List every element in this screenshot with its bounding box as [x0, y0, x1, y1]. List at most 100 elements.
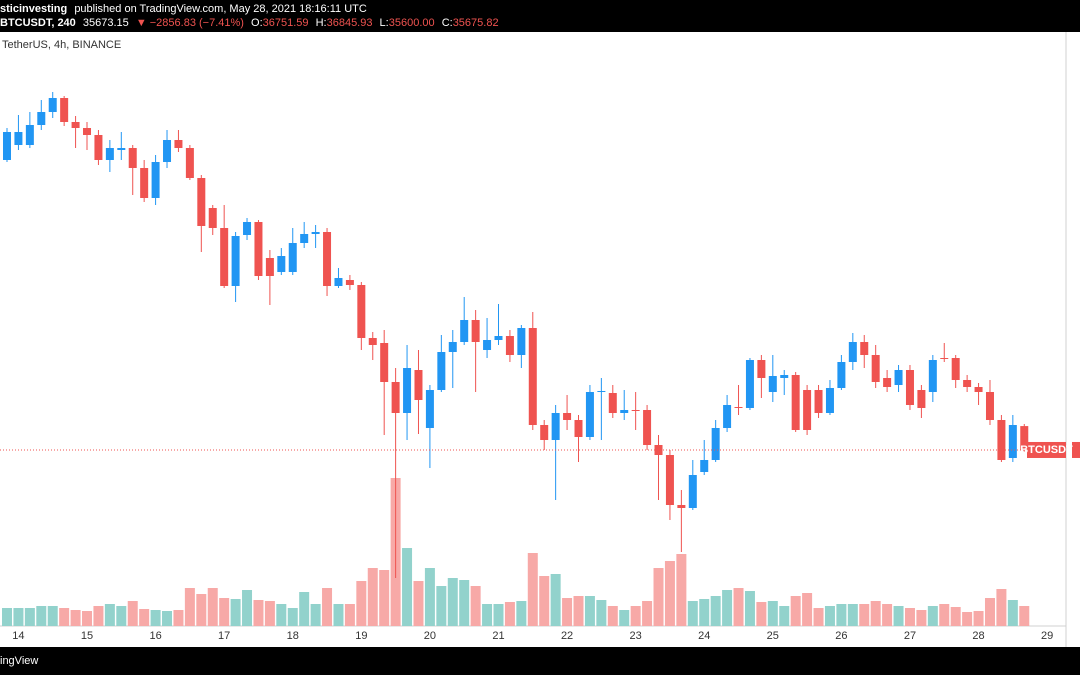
- candle-body: [643, 410, 652, 445]
- volume-bar: [562, 598, 573, 626]
- x-tick-label: 26: [835, 630, 847, 642]
- volume-bar: [36, 606, 47, 626]
- volume-bar: [916, 610, 927, 626]
- volume-bar: [653, 568, 664, 626]
- candle-body: [197, 178, 206, 226]
- volume-bar: [687, 601, 698, 626]
- header-bar: [0, 0, 1080, 32]
- volume-bar: [744, 591, 755, 626]
- volume-bar: [276, 604, 287, 626]
- candle-body: [60, 98, 69, 122]
- volume-bar: [870, 601, 881, 626]
- volume-bar: [59, 608, 70, 626]
- volume-bar: [1007, 600, 1018, 626]
- candle-body: [471, 320, 480, 342]
- volume-bar: [630, 606, 641, 626]
- volume-bar: [710, 596, 721, 626]
- volume-bar: [904, 608, 915, 626]
- candle-body: [814, 390, 823, 413]
- candle-body: [288, 243, 297, 272]
- volume-bar: [139, 609, 150, 626]
- candle-body: [700, 460, 709, 472]
- candle-body: [517, 328, 526, 355]
- c-value: 35675.82: [453, 17, 499, 29]
- author: sticinvesting: [0, 3, 67, 15]
- candle-body: [254, 222, 263, 276]
- symbol: BTCUSDT, 240: [0, 17, 76, 29]
- volume-bar: [493, 604, 504, 626]
- candle-body: [871, 355, 880, 382]
- candle-body: [825, 388, 834, 413]
- volume-bar: [813, 608, 824, 626]
- candle-body: [334, 278, 343, 286]
- candle-body: [448, 342, 457, 352]
- volume-bar: [767, 601, 778, 626]
- x-tick-label: 20: [424, 630, 436, 642]
- volume-bar: [539, 576, 550, 626]
- candle-body: [757, 360, 766, 378]
- footer-bar: [0, 647, 1080, 675]
- candle-body: [780, 375, 789, 378]
- volume-bar: [322, 588, 333, 626]
- volume-bar: [1019, 606, 1030, 626]
- candle-body: [1020, 426, 1029, 450]
- l-label: L:: [380, 17, 389, 29]
- candle-body: [654, 445, 663, 455]
- candle-body: [665, 455, 674, 505]
- volume-bar: [482, 604, 493, 626]
- candle-body: [585, 392, 594, 437]
- candle-body: [837, 362, 846, 388]
- volume-bar: [219, 598, 230, 626]
- volume-bar: [264, 601, 275, 626]
- volume-bar: [642, 601, 653, 626]
- volume-bar: [584, 596, 595, 626]
- x-tick-label: 16: [149, 630, 161, 642]
- volume-bar: [127, 601, 138, 626]
- h-value: 36845.93: [327, 17, 373, 29]
- volume-bar: [13, 608, 24, 626]
- candle-body: [951, 358, 960, 380]
- volume-bar: [104, 604, 115, 626]
- volume-bar: [287, 608, 298, 626]
- o-value: 36751.59: [263, 17, 309, 29]
- candle-body: [151, 162, 160, 198]
- candle-body: [608, 393, 617, 413]
- candle-body: [563, 413, 572, 420]
- x-tick-label: 19: [355, 630, 367, 642]
- volume-bar: [802, 593, 813, 626]
- candle-body: [425, 390, 434, 428]
- subtitle: TetherUS, 4h, BINANCE: [2, 39, 121, 51]
- candle-body: [437, 352, 446, 390]
- volume-bar: [333, 604, 344, 626]
- volume-bar: [310, 604, 321, 626]
- header-line-2: BTCUSDT, 240 35673.15 ▼ −2856.83 (−7.41%…: [0, 17, 499, 29]
- volume-bar: [356, 581, 367, 626]
- volume-bar: [207, 588, 218, 626]
- candle-body: [711, 428, 720, 460]
- footer-brand: ingView: [0, 655, 38, 667]
- volume-bar: [893, 606, 904, 626]
- candle-body: [723, 405, 732, 428]
- volume-bar: [436, 586, 447, 626]
- candle-body: [791, 375, 800, 430]
- volume-bar: [550, 574, 561, 626]
- candle-body: [174, 140, 183, 148]
- candle-body: [997, 420, 1006, 460]
- volume-bar: [619, 610, 630, 626]
- volume-bar: [836, 604, 847, 626]
- volume-bar: [459, 580, 470, 626]
- candle-body: [860, 342, 869, 355]
- candle-body: [540, 425, 549, 440]
- plot: 14 15 16 17 18 19 20 21 22 23 24 25 26 27 28 29 BTCUSDT: [0, 92, 1080, 642]
- volume-bar: [824, 606, 835, 626]
- volume-bar: [962, 612, 973, 626]
- candle-body: [745, 360, 754, 408]
- candle-body: [803, 390, 812, 430]
- volume-bar: [196, 594, 207, 626]
- candle-body: [14, 132, 23, 145]
- candle-body: [128, 148, 137, 168]
- volume-bar: [527, 553, 538, 626]
- x-tick-label: 22: [561, 630, 573, 642]
- volume-bar: [413, 581, 424, 626]
